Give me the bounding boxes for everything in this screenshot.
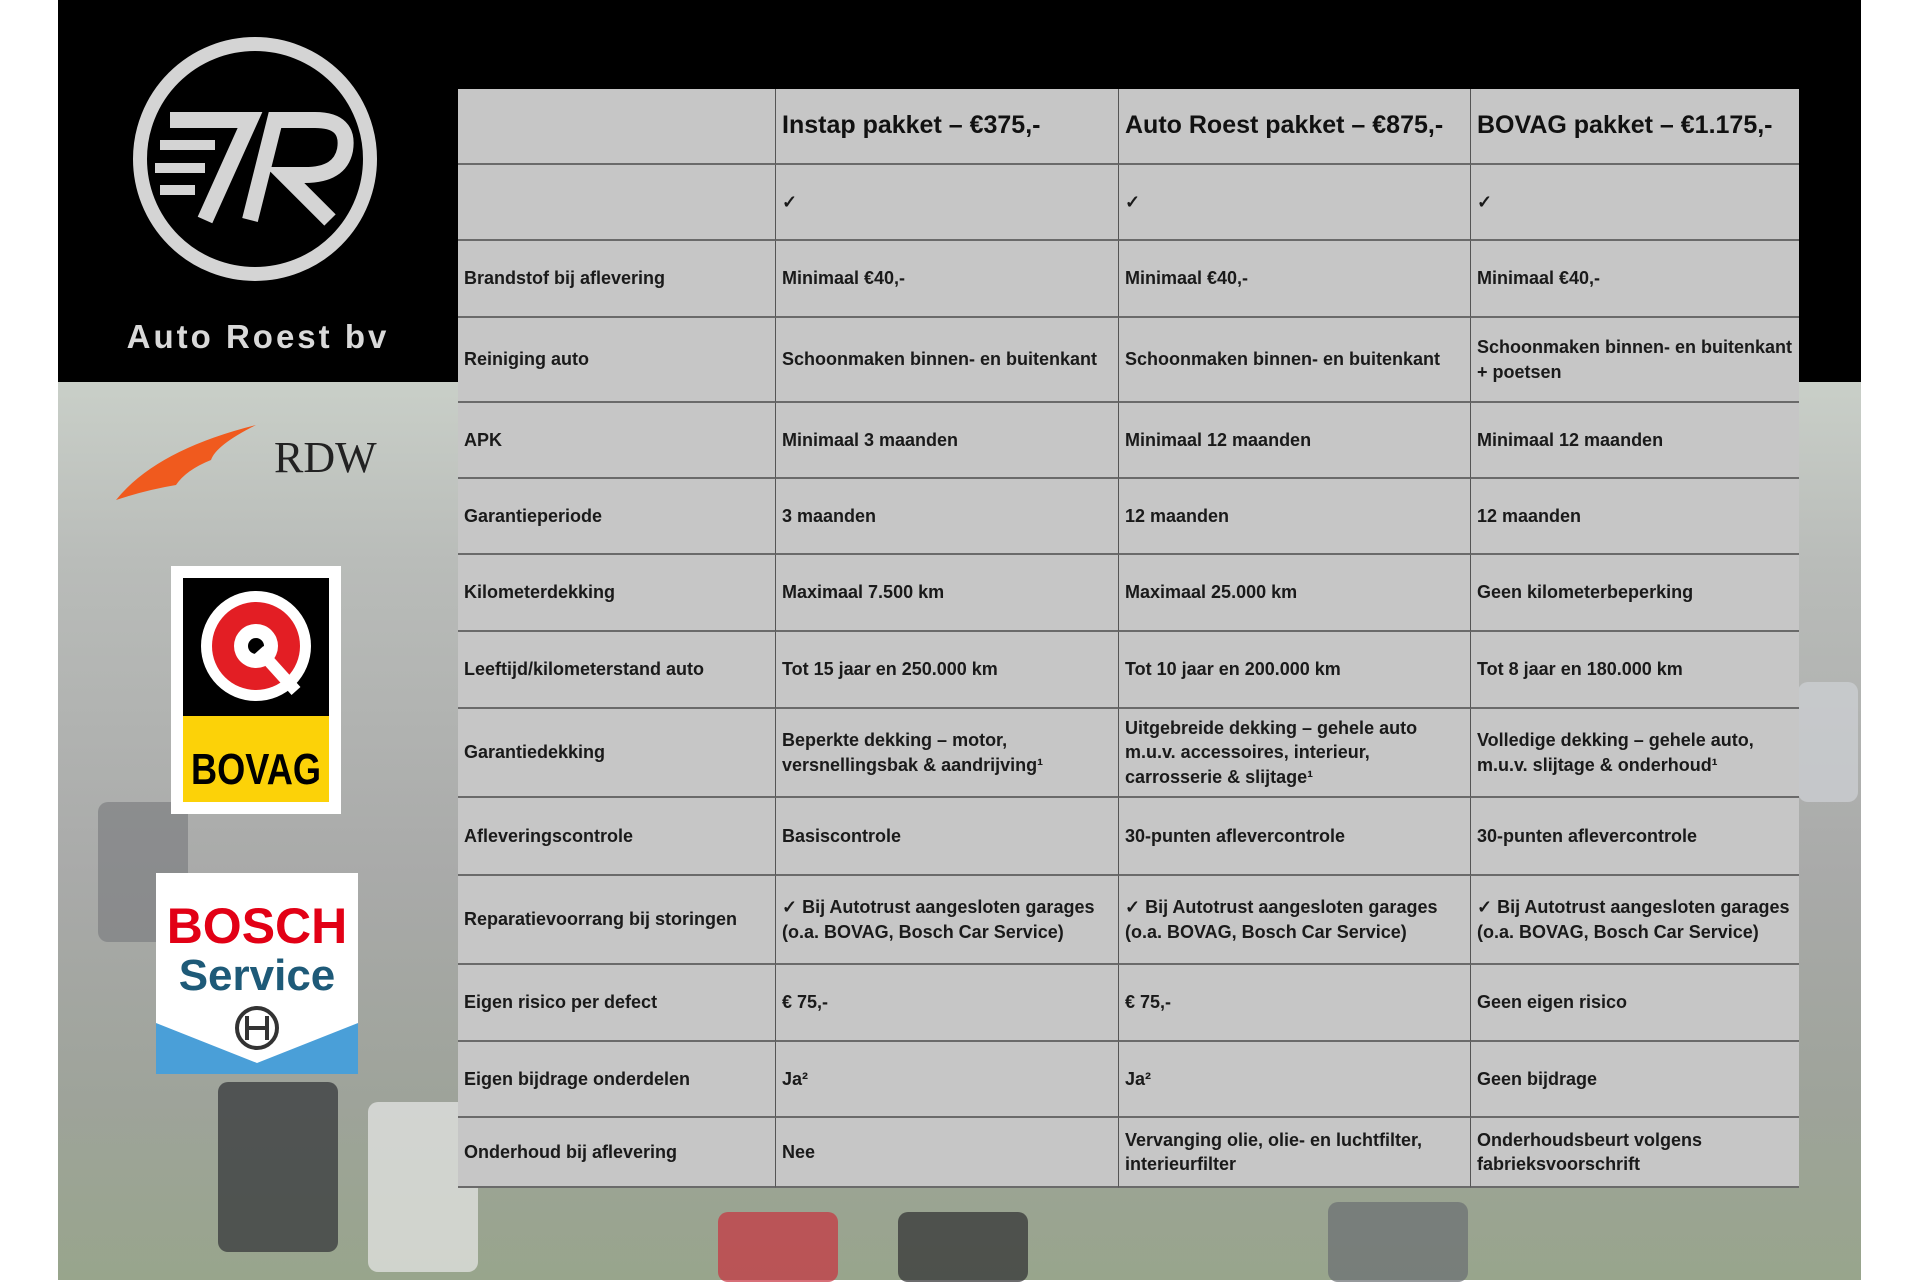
svg-text:BOSCH: BOSCH	[167, 898, 348, 954]
package-comparison-table: Instap pakket – €375,- Auto Roest pakket …	[458, 89, 1799, 1188]
svg-text:Service: Service	[179, 951, 336, 1000]
row-label: APK	[458, 403, 776, 479]
table-cell: Geen kilometerbeperking	[1471, 555, 1799, 632]
table-cell: Vervanging olie, olie- en luchtfilter, i…	[1119, 1118, 1471, 1188]
row-label	[458, 165, 776, 241]
table-cell: Volledige dekking – gehele auto, m.u.v. …	[1471, 709, 1799, 798]
table-cell: Basiscontrole	[776, 798, 1119, 876]
table-cell: 12 maanden	[1471, 479, 1799, 555]
table-cell: ✓	[1119, 165, 1471, 241]
header-package: Auto Roest pakket – €875,-	[1119, 89, 1471, 165]
table-cell: ✓ Bij Autotrust aangesloten garages (o.a…	[776, 876, 1119, 965]
table-cell: ✓ Bij Autotrust aangesloten garages (o.a…	[1471, 876, 1799, 965]
row-label: Eigen risico per defect	[458, 965, 776, 1042]
auto-roest-logo-icon	[133, 37, 377, 281]
table-cell: Tot 8 jaar en 180.000 km	[1471, 632, 1799, 709]
table-cell: Beperkte dekking – motor, versnellingsba…	[776, 709, 1119, 798]
rdw-logo-icon: RDW	[116, 425, 377, 500]
row-label: Brandstof bij aflevering	[458, 241, 776, 318]
row-label: Reparatievoorrang bij storingen	[458, 876, 776, 965]
row-label: Onderhoud bij aflevering	[458, 1118, 776, 1188]
table-cell: Minimaal 12 maanden	[1471, 403, 1799, 479]
table-cell: Minimaal 12 maanden	[1119, 403, 1471, 479]
table-cell: Uitgebreide dekking – gehele auto m.u.v.…	[1119, 709, 1471, 798]
table-cell: € 75,-	[1119, 965, 1471, 1042]
table-cell: Geen eigen risico	[1471, 965, 1799, 1042]
row-label: Afleveringscontrole	[458, 798, 776, 876]
table-cell: Geen bijdrage	[1471, 1042, 1799, 1118]
table-cell: Ja²	[776, 1042, 1119, 1118]
table-cell: Schoonmaken binnen- en buitenkant	[1119, 318, 1471, 403]
table-cell: Tot 15 jaar en 250.000 km	[776, 632, 1119, 709]
table-cell: 3 maanden	[776, 479, 1119, 555]
bovag-logo-icon: BOVAG	[171, 566, 341, 814]
table-cell: Maximaal 25.000 km	[1119, 555, 1471, 632]
row-label: Garantiedekking	[458, 709, 776, 798]
table-cell: Tot 10 jaar en 200.000 km	[1119, 632, 1471, 709]
row-label: Garantieperiode	[458, 479, 776, 555]
table-cell: Minimaal €40,-	[776, 241, 1119, 318]
table-cell: Onderhoudsbeurt volgens fabrieksvoorschr…	[1471, 1118, 1799, 1188]
table-cell: Schoonmaken binnen- en buitenkant	[776, 318, 1119, 403]
table-cell: 12 maanden	[1119, 479, 1471, 555]
header-package: Instap pakket – €375,-	[776, 89, 1119, 165]
bosch-service-logo-icon: BOSCH Service	[156, 873, 358, 1074]
row-label: Kilometerdekking	[458, 555, 776, 632]
row-label: Leeftijd/kilometerstand auto	[458, 632, 776, 709]
table-cell: € 75,-	[776, 965, 1119, 1042]
row-label: Reiniging auto	[458, 318, 776, 403]
table-cell: ✓ Bij Autotrust aangesloten garages (o.a…	[1119, 876, 1471, 965]
svg-text:BOVAG: BOVAG	[191, 745, 321, 794]
table-cell: ✓	[776, 165, 1119, 241]
table-cell: Ja²	[1119, 1042, 1471, 1118]
table-cell: Minimaal 3 maanden	[776, 403, 1119, 479]
svg-text:RDW: RDW	[274, 433, 377, 482]
table-cell: Minimaal €40,-	[1471, 241, 1799, 318]
table-cell: 30-punten aflevercontrole	[1119, 798, 1471, 876]
table-cell: Minimaal €40,-	[1119, 241, 1471, 318]
table-cell: ✓	[1471, 165, 1799, 241]
table-cell: Nee	[776, 1118, 1119, 1188]
header-package: BOVAG pakket – €1.175,-	[1471, 89, 1799, 165]
brand-name: Auto Roest bv	[126, 318, 390, 355]
table-cell: Maximaal 7.500 km	[776, 555, 1119, 632]
table-cell: Schoonmaken binnen- en buitenkant + poet…	[1471, 318, 1799, 403]
table-cell: 30-punten aflevercontrole	[1471, 798, 1799, 876]
row-label: Eigen bijdrage onderdelen	[458, 1042, 776, 1118]
header-empty	[458, 89, 776, 165]
